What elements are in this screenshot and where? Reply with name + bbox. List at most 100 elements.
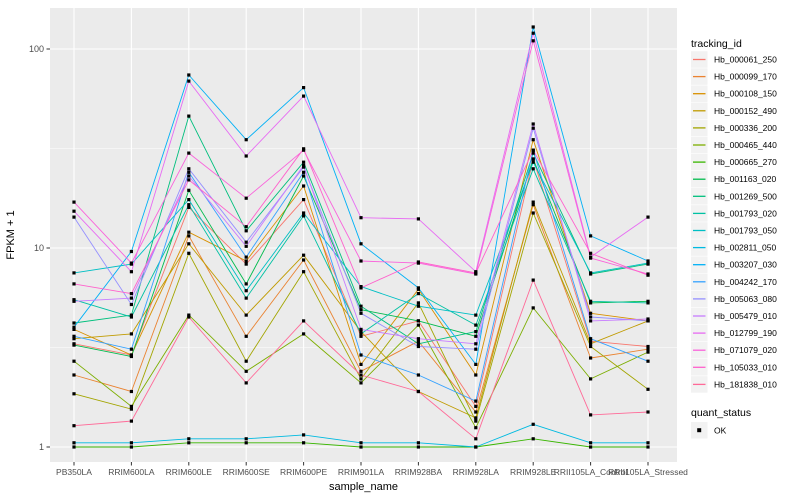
x-tick-label: RRIM928BA bbox=[395, 467, 443, 477]
data-point bbox=[129, 261, 133, 265]
data-point bbox=[646, 359, 650, 363]
data-point bbox=[359, 369, 363, 373]
data-point bbox=[531, 138, 535, 142]
legend-quant-status: quant_status OK bbox=[691, 407, 751, 439]
data-point bbox=[589, 413, 593, 417]
data-point bbox=[646, 273, 650, 277]
data-point bbox=[589, 337, 593, 341]
data-point bbox=[589, 271, 593, 275]
data-point bbox=[187, 315, 191, 319]
data-point bbox=[416, 373, 420, 377]
x-tick-label: RRIM600SE bbox=[223, 467, 271, 477]
legend-item-label: Hb_181838_010 bbox=[714, 379, 777, 389]
data-point bbox=[72, 373, 76, 377]
data-point bbox=[474, 330, 478, 334]
data-point bbox=[589, 251, 593, 255]
data-point bbox=[531, 39, 535, 43]
legend-key-point bbox=[697, 428, 702, 433]
data-point bbox=[416, 342, 420, 346]
legend-item-label: Hb_000108_150 bbox=[714, 89, 777, 99]
legend-item: Hb_005479_010 bbox=[691, 307, 777, 325]
data-point bbox=[187, 198, 191, 202]
data-point bbox=[531, 422, 535, 426]
x-tick-label: RRIM928LE bbox=[510, 467, 557, 477]
data-point bbox=[474, 313, 478, 317]
legend-item-label: Hb_012799_190 bbox=[714, 328, 777, 338]
data-point bbox=[72, 392, 76, 396]
data-point bbox=[474, 437, 478, 441]
data-point bbox=[474, 399, 478, 403]
data-point bbox=[72, 441, 76, 445]
legend-item-label: Hb_001269_500 bbox=[714, 191, 777, 201]
data-point bbox=[302, 270, 306, 274]
data-point bbox=[129, 313, 133, 317]
y-axis-title: FPKM + 1 bbox=[5, 210, 17, 259]
data-point bbox=[302, 147, 306, 151]
data-point bbox=[416, 323, 420, 327]
data-point bbox=[359, 441, 363, 445]
data-point bbox=[302, 184, 306, 188]
data-point bbox=[302, 433, 306, 437]
data-point bbox=[129, 354, 133, 359]
legend-item: Hb_000665_270 bbox=[691, 153, 777, 171]
legend-item: Hb_181838_010 bbox=[691, 376, 777, 393]
data-point bbox=[244, 296, 248, 300]
data-point bbox=[129, 347, 133, 351]
data-point bbox=[302, 253, 306, 257]
data-point bbox=[359, 373, 363, 377]
data-points bbox=[72, 25, 650, 449]
data-point bbox=[531, 203, 535, 207]
x-tick-label: RRIM928LA bbox=[453, 467, 500, 477]
data-point bbox=[187, 205, 191, 209]
data-point bbox=[474, 404, 478, 408]
data-point bbox=[72, 424, 76, 428]
legend-item-label: Hb_004242_170 bbox=[714, 277, 777, 287]
data-point bbox=[244, 334, 248, 338]
y-tick-label: 100 bbox=[29, 44, 44, 54]
data-point bbox=[589, 339, 593, 343]
data-point bbox=[187, 242, 191, 246]
data-point bbox=[187, 203, 191, 207]
data-point bbox=[646, 317, 650, 321]
data-point bbox=[359, 445, 363, 449]
data-point bbox=[474, 362, 478, 366]
data-point bbox=[646, 259, 650, 263]
data-point bbox=[244, 229, 248, 233]
data-point bbox=[187, 230, 191, 234]
data-point bbox=[187, 79, 191, 83]
data-point bbox=[244, 441, 248, 445]
data-point bbox=[646, 410, 650, 414]
x-tick-label: RRIM600LA bbox=[108, 467, 155, 477]
legend-item-label: Hb_000061_250 bbox=[714, 55, 777, 65]
data-point bbox=[302, 319, 306, 323]
legend-tracking-id: tracking_id Hb_000061_250 Hb_000099_170 Hb_… bbox=[691, 38, 777, 393]
data-point bbox=[72, 327, 76, 331]
data-point bbox=[129, 407, 133, 411]
data-point bbox=[531, 148, 535, 152]
data-point bbox=[416, 445, 420, 449]
x-tick-label: RRIM600LE bbox=[166, 467, 213, 477]
legend-item: Hb_071079_020 bbox=[691, 341, 777, 359]
data-point bbox=[589, 342, 593, 346]
data-point bbox=[72, 215, 76, 219]
data-point bbox=[129, 292, 133, 296]
data-point bbox=[244, 225, 248, 229]
data-point bbox=[531, 437, 535, 441]
data-point bbox=[474, 334, 478, 338]
data-point bbox=[416, 286, 420, 290]
data-point bbox=[72, 200, 76, 204]
data-point bbox=[302, 198, 306, 202]
data-point bbox=[531, 31, 535, 35]
data-point bbox=[646, 215, 650, 219]
data-point bbox=[416, 292, 420, 296]
data-point bbox=[359, 381, 363, 385]
data-point bbox=[72, 209, 76, 213]
data-point bbox=[416, 339, 420, 343]
data-point bbox=[244, 289, 248, 293]
data-point bbox=[359, 377, 363, 381]
data-point bbox=[244, 359, 248, 363]
legend-item-label: Hb_105033_010 bbox=[714, 362, 777, 372]
data-point bbox=[589, 441, 593, 445]
data-point bbox=[129, 419, 133, 423]
legend-item: Hb_001269_500 bbox=[691, 188, 777, 205]
